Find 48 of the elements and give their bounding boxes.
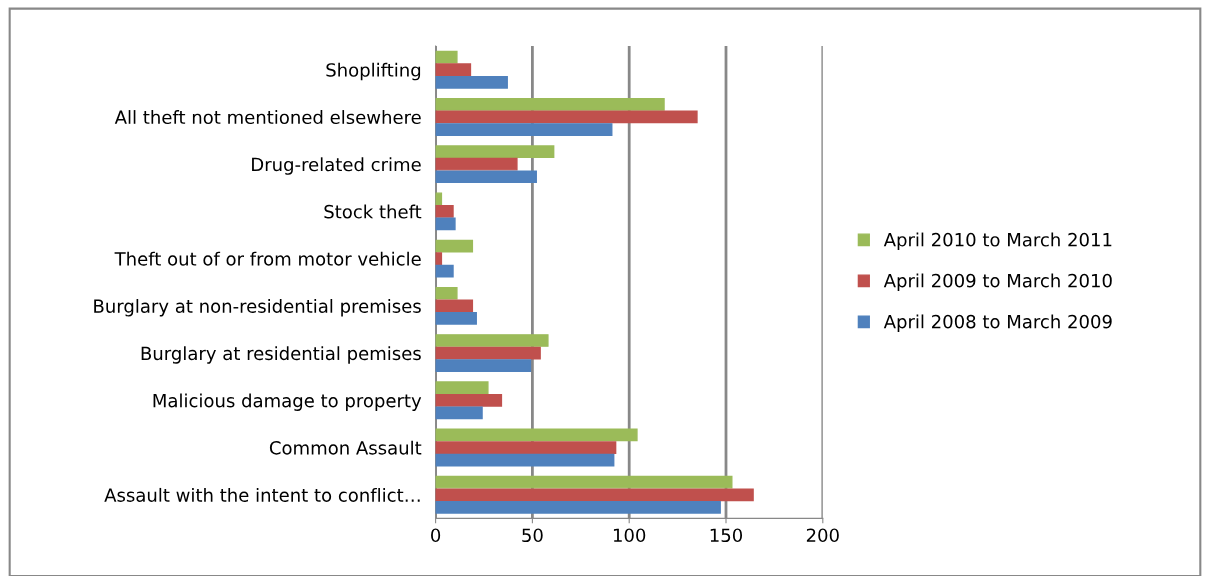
bar — [435, 63, 472, 77]
bar — [435, 217, 456, 231]
bar — [435, 123, 613, 136]
bar — [435, 334, 549, 347]
bar — [435, 381, 489, 395]
bar — [435, 475, 733, 489]
bar — [435, 441, 617, 454]
y-tick-label: Burglary at non-residential premises — [94, 299, 421, 317]
legend-label: April 2010 to March 2011 — [883, 232, 1112, 251]
x-tick-label: 200 — [806, 528, 839, 543]
y-tick-label: Assault with the intent to conflict… — [104, 487, 420, 502]
legend-label: April 2008 to March 2009 — [883, 314, 1112, 332]
bar — [435, 170, 537, 184]
bar — [435, 406, 483, 420]
bar — [435, 205, 454, 218]
y-tick-label: Burglary at residential pemises — [141, 346, 421, 364]
x-tick-label: 150 — [710, 528, 743, 543]
y-tick-label: Stock theft — [324, 204, 422, 219]
x-tick-label: 100 — [613, 528, 646, 543]
bar — [435, 501, 721, 514]
bar — [435, 97, 665, 111]
y-tick-label: All theft not mentioned elsewhere — [114, 110, 421, 125]
bar — [435, 145, 555, 158]
x-tick-label: 0 — [431, 528, 441, 543]
bar — [435, 192, 443, 206]
y-tick-label: Theft out of or from motor vehicle — [114, 251, 421, 266]
bar — [435, 110, 698, 124]
bar — [435, 393, 503, 407]
y-tick-label: Shoplifting — [326, 62, 421, 81]
x-tick-label: 50 — [522, 528, 543, 543]
bar — [435, 312, 477, 325]
y-tick-label: Drug-related crime — [252, 157, 421, 175]
legend-label: April 2009 to March 2010 — [883, 273, 1112, 291]
bar — [435, 488, 754, 502]
bar — [435, 428, 638, 442]
y-tick-label: Common Assault — [269, 440, 422, 455]
bar — [435, 299, 474, 313]
bar — [435, 359, 532, 373]
bar — [435, 264, 454, 278]
y-tick-label: Malicious damage to property — [153, 393, 422, 411]
bar — [435, 239, 474, 253]
bar — [435, 50, 458, 64]
bar — [435, 75, 508, 89]
bar — [435, 157, 518, 171]
bar — [435, 252, 443, 265]
bar — [435, 346, 541, 360]
bar — [435, 453, 615, 467]
bar — [435, 286, 458, 300]
